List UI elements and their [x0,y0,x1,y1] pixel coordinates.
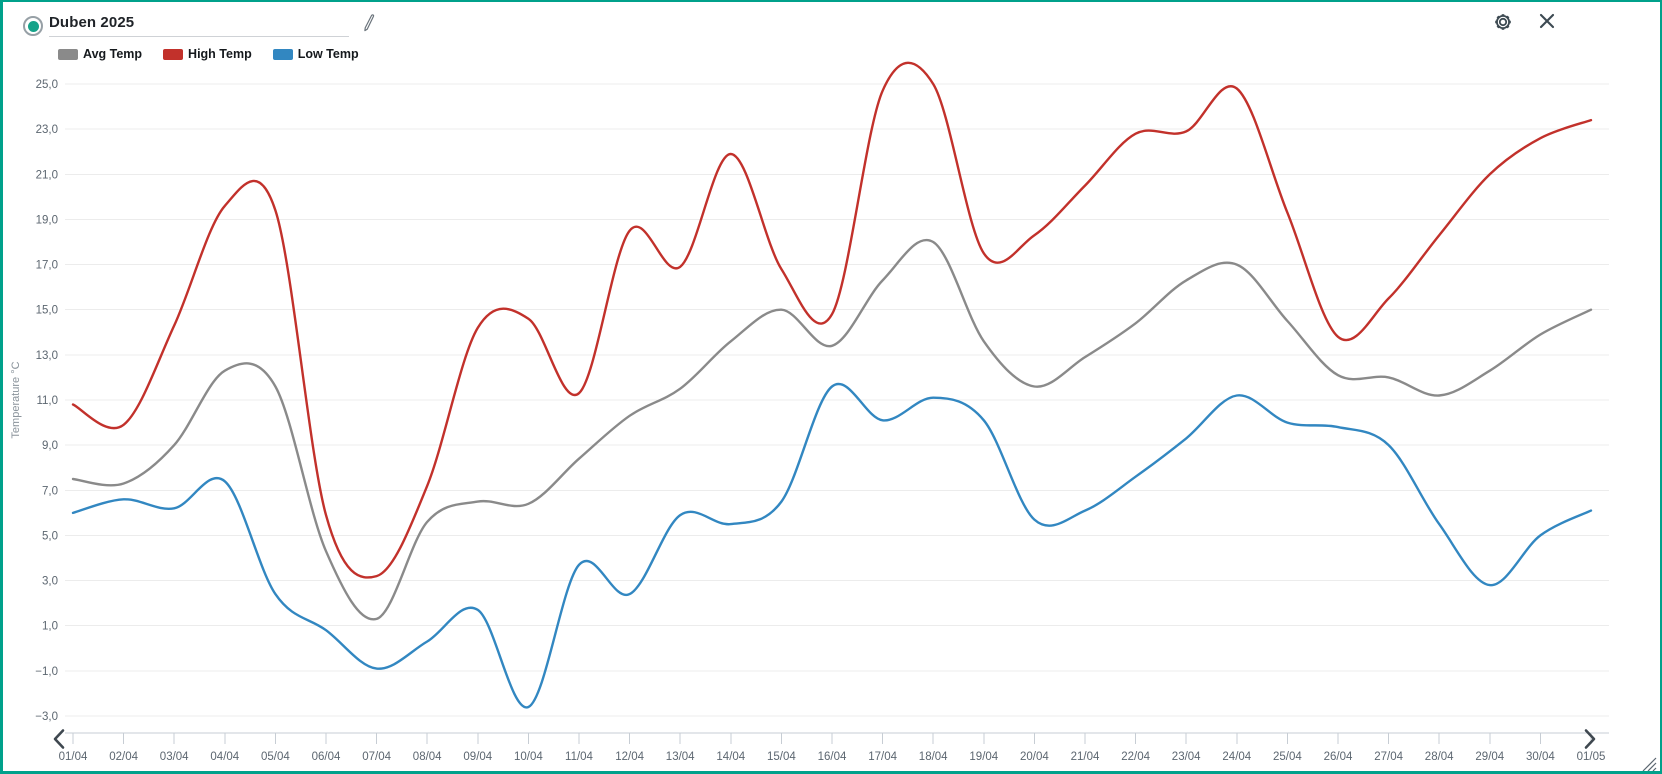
legend: Avg Temp High Temp Low Temp [58,47,359,61]
x-tick-label: 01/05 [1577,751,1606,763]
x-tick-label: 03/04 [160,751,189,763]
x-tick-label: 25/04 [1273,751,1302,763]
series-line-low-temp [71,382,1593,709]
x-tick-label: 11/04 [565,751,594,763]
x-tick-label: 10/04 [514,751,543,763]
y-tick-label: 13,0 [36,350,58,362]
legend-label: High Temp [188,47,252,61]
chart-title-field[interactable]: Duben 2025 [49,10,349,37]
x-tick-label: 16/04 [818,751,847,763]
resize-handle-icon[interactable] [1642,757,1657,771]
x-tick-label: 01/04 [59,751,88,763]
legend-label: Low Temp [297,47,359,61]
x-tick-label: 08/04 [413,751,442,763]
x-tick-label: 09/04 [463,751,492,763]
x-tick-label: 18/04 [919,751,948,763]
avg-temp-swatch-icon [58,48,78,60]
y-tick-label: −3,0 [35,711,58,723]
x-tick-label: 30/04 [1526,751,1555,763]
x-tick-label: 17/04 [868,751,897,763]
y-tick-label: 19,0 [36,214,58,226]
y-axis-title: Temperature °C [10,361,22,438]
x-tick-label: 24/04 [1222,751,1251,763]
chevron-right-icon[interactable] [1584,729,1596,749]
legend-item-low-temp[interactable]: Low Temp [272,47,359,61]
y-tick-label: 11,0 [36,395,58,407]
temperature-line-chart: 25,0 23,0 21,0 19,0 17,0 15,0 13,0 11,0 9,0 7,0 5,… [10,61,1657,771]
y-tick-label: 17,0 [36,260,58,272]
x-tick-label: 20/04 [1020,751,1049,763]
y-tick-label: −1,0 [35,666,58,678]
y-tick-label: 9,0 [42,440,58,452]
high-temp-swatch-icon [163,48,184,60]
y-tick-label: 5,0 [42,530,58,542]
edit-pencil-icon[interactable] [359,13,377,33]
x-tick-label: 26/04 [1324,751,1353,763]
gear-icon[interactable] [1492,11,1514,33]
x-tick-label: 04/04 [210,751,239,763]
x-tick-label: 05/04 [261,751,290,763]
y-tick-label: 23,0 [36,124,58,136]
x-tick-label: 29/04 [1475,751,1504,763]
close-icon[interactable] [1537,11,1557,31]
x-tick-label: 22/04 [1121,751,1150,763]
series-line-avg-temp [71,238,1593,621]
y-tick-label: 21,0 [36,169,58,181]
x-tick-label: 02/04 [109,751,138,763]
x-tick-label: 23/04 [1172,751,1201,763]
legend-item-avg-temp[interactable]: Avg Temp [58,47,142,61]
legend-item-high-temp[interactable]: High Temp [163,47,252,61]
x-tick-label: 13/04 [666,751,695,763]
y-tick-label: 15,0 [36,305,58,317]
x-tick-label: 15/04 [767,751,796,763]
x-tick-label: 21/04 [1071,751,1100,763]
y-tick-label: 25,0 [36,79,58,91]
x-tick-label: 27/04 [1374,751,1403,763]
x-tick-label: 14/04 [716,751,745,763]
y-tick-label: 1,0 [42,621,58,633]
x-tick-label: 12/04 [615,751,644,763]
x-tick-label: 06/04 [312,751,341,763]
x-tick-label: 28/04 [1425,751,1454,763]
chevron-left-icon[interactable] [53,729,65,749]
legend-label: Avg Temp [83,47,143,61]
series-line-high-temp [71,61,1593,579]
x-tick-label: 07/04 [362,751,391,763]
radio-button[interactable] [23,16,43,36]
radio-dot-icon [27,20,39,32]
y-tick-label: 3,0 [42,576,58,588]
x-tick-label: 19/04 [969,751,998,763]
low-temp-swatch-icon [272,48,293,60]
y-tick-label: 7,0 [42,485,58,497]
